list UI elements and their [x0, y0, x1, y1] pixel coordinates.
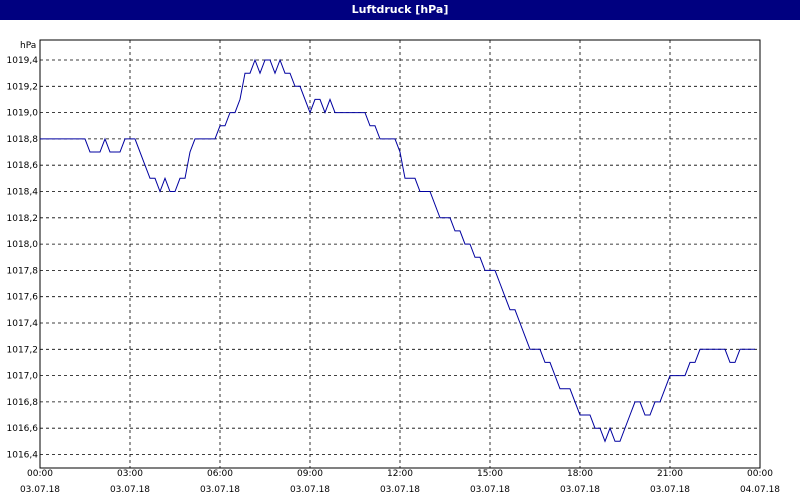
x-tick-time-label: 21:00 [657, 469, 683, 479]
y-tick-label: 1017,6 [7, 293, 39, 303]
x-tick-date-label: 03.07.18 [650, 485, 690, 495]
y-tick-label: 1016,4 [7, 451, 39, 461]
x-tick-date-label: 03.07.18 [290, 485, 330, 495]
x-tick-time-label: 03:00 [117, 469, 143, 479]
x-tick-time-label: 15:00 [477, 469, 503, 479]
y-tick-label: 1018,0 [7, 240, 39, 250]
x-tick-time-label: 18:00 [567, 469, 593, 479]
x-tick-date-label: 04.07.18 [740, 485, 780, 495]
grid [40, 40, 760, 468]
x-tick-date-label: 03.07.18 [380, 485, 420, 495]
y-tick-label: 1019,2 [7, 82, 39, 92]
x-tick-time-label: 09:00 [297, 469, 323, 479]
plot-frame [39, 39, 761, 469]
x-tick-time-label: 00:00 [27, 469, 53, 479]
x-tick-time-label: 12:00 [387, 469, 413, 479]
y-tick-label: 1018,6 [7, 161, 39, 171]
y-axis: 1016,4 1016,6 1016,8 1017,0 1017,2 1017,4 1017… [7, 56, 39, 461]
x-tick-date-label: 03.07.18 [110, 485, 150, 495]
x-tick-time-label: 06:00 [207, 469, 233, 479]
y-axis-unit-label: hPa [20, 41, 36, 51]
x-tick-date-label: 03.07.18 [20, 485, 60, 495]
y-tick-label: 1016,6 [7, 424, 39, 434]
y-tick-label: 1018,8 [7, 135, 39, 145]
y-tick-label: 1018,2 [7, 214, 39, 224]
y-tick-label: 1019,0 [7, 109, 39, 119]
y-tick-label: 1017,0 [7, 372, 39, 382]
y-tick-label: 1018,4 [7, 188, 39, 198]
y-tick-label: 1017,2 [7, 345, 39, 355]
y-tick-label: 1017,4 [7, 319, 39, 329]
series-line [40, 58, 755, 443]
chart: hPa 1016,4 1016,6 1016,8 1017,0 1017,2 1017,4… [7, 39, 780, 495]
x-tick-time-label: 00:00 [747, 469, 773, 479]
x-tick-date-label: 03.07.18 [470, 485, 510, 495]
y-tick-label: 1019,4 [7, 56, 39, 66]
x-tick-date-label: 03.07.18 [200, 485, 240, 495]
x-tick-date-label: 03.07.18 [560, 485, 600, 495]
y-tick-label: 1016,8 [7, 398, 39, 408]
chart-title: Luftdruck [hPa] [0, 0, 800, 20]
x-axis: 00:00 03.07.18 03:00 03.07.18 06:00 03.07.18 0… [20, 469, 780, 495]
y-tick-label: 1017,8 [7, 266, 39, 276]
